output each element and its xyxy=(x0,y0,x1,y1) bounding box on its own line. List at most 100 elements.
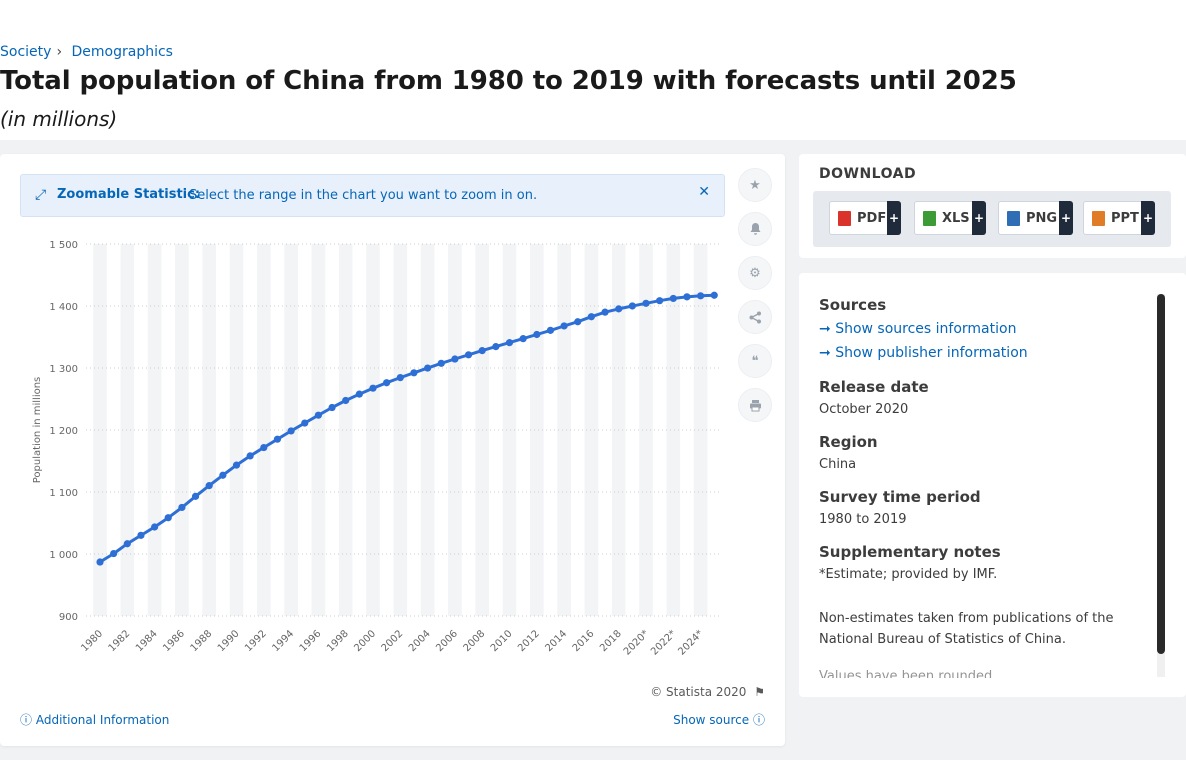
data-point[interactable] xyxy=(342,396,350,405)
data-point[interactable] xyxy=(164,514,172,522)
series-line xyxy=(99,293,715,564)
data-point[interactable] xyxy=(178,503,186,512)
y-tick-label: 1 000 xyxy=(49,550,78,561)
data-point[interactable] xyxy=(628,302,636,310)
x-tick-label: 1986 xyxy=(161,628,187,654)
show-publisher-link[interactable]: ➞ Show publisher information xyxy=(819,345,1028,361)
data-point[interactable] xyxy=(424,364,432,372)
year-band xyxy=(256,244,271,616)
data-point[interactable] xyxy=(246,452,254,460)
data-point[interactable] xyxy=(287,427,295,435)
close-icon[interactable]: ✕ xyxy=(698,184,710,200)
data-point[interactable] xyxy=(410,369,418,377)
y-tick-label: 1 200 xyxy=(49,426,78,437)
breadcrumb-item-demographics[interactable]: Demographics xyxy=(71,44,173,60)
data-point[interactable] xyxy=(232,461,241,469)
flag-icon[interactable]: ⚑ xyxy=(754,685,765,699)
data-point[interactable] xyxy=(437,359,445,367)
plus-icon: + xyxy=(1059,201,1073,235)
data-point[interactable] xyxy=(478,347,486,355)
chart-card: ⤢ Zoomable Statistic: Select the range i… xyxy=(0,154,785,746)
data-point[interactable] xyxy=(219,471,227,479)
y-tick-label: 1 100 xyxy=(49,488,78,499)
data-point[interactable] xyxy=(328,403,336,412)
year-band xyxy=(366,244,380,616)
data-point[interactable] xyxy=(383,379,391,387)
info-icon: ⓘ xyxy=(20,713,33,727)
data-point[interactable] xyxy=(642,299,650,307)
y-tick-label: 1 400 xyxy=(49,302,78,313)
scrollbar-thumb[interactable] xyxy=(1157,294,1165,654)
data-point[interactable] xyxy=(151,523,159,531)
star-icon[interactable]: ★ xyxy=(738,168,772,202)
release-date-heading: Release date xyxy=(819,378,929,396)
data-point[interactable] xyxy=(710,291,718,299)
x-tick-label: 1994 xyxy=(270,628,296,654)
breadcrumb-item-society[interactable]: Society xyxy=(0,44,52,60)
data-point[interactable] xyxy=(519,335,527,343)
print-icon[interactable] xyxy=(738,388,772,422)
plus-icon: + xyxy=(972,201,986,235)
download-ppt-label: PPT xyxy=(1111,210,1139,226)
data-point[interactable] xyxy=(587,313,596,321)
additional-info-link[interactable]: ⓘ Additional Information xyxy=(20,711,169,728)
supplementary-note-rounding: Values have been rounded. xyxy=(819,669,997,678)
data-point[interactable] xyxy=(355,390,363,398)
download-xls-button[interactable]: XLS + xyxy=(914,201,986,235)
data-point[interactable] xyxy=(533,330,541,339)
data-point[interactable] xyxy=(123,540,131,548)
year-band xyxy=(229,244,244,616)
quote-icon[interactable]: ❝ xyxy=(738,344,772,378)
download-buttons: PDF + XLS + PNG + PPT + xyxy=(813,191,1171,247)
y-tick-label: 1 300 xyxy=(49,364,78,375)
data-point[interactable] xyxy=(615,305,623,313)
data-point[interactable] xyxy=(96,558,104,566)
ppt-icon xyxy=(1092,210,1105,226)
release-date-value: October 2020 xyxy=(819,402,909,417)
data-point[interactable] xyxy=(464,351,473,359)
data-point[interactable] xyxy=(560,322,568,330)
data-point[interactable] xyxy=(451,355,459,363)
y-tick-label: 1 500 xyxy=(49,240,78,251)
breadcrumb: Society › Demographics xyxy=(0,44,173,60)
data-point[interactable] xyxy=(492,343,500,351)
download-pdf-button[interactable]: PDF + xyxy=(829,201,901,235)
year-band xyxy=(175,244,189,616)
pdf-icon xyxy=(838,210,851,226)
show-source-label: Show source xyxy=(673,713,750,727)
download-ppt-button[interactable]: PPT + xyxy=(1083,201,1155,235)
y-tick-label: 900 xyxy=(59,612,78,623)
data-point[interactable] xyxy=(191,492,200,500)
data-point[interactable] xyxy=(396,373,404,382)
data-point[interactable] xyxy=(301,419,309,427)
data-point[interactable] xyxy=(369,384,377,392)
data-point[interactable] xyxy=(656,297,664,305)
show-source-link[interactable]: Show source ⓘ xyxy=(673,711,765,728)
data-point[interactable] xyxy=(601,308,609,316)
survey-period-heading: Survey time period xyxy=(819,488,981,506)
region-heading: Region xyxy=(819,433,878,451)
share-icon[interactable] xyxy=(738,300,772,334)
data-point[interactable] xyxy=(273,435,282,443)
bell-icon[interactable] xyxy=(738,212,772,246)
show-sources-link[interactable]: ➞ Show sources information xyxy=(819,321,1016,337)
download-png-button[interactable]: PNG + xyxy=(998,201,1073,235)
x-tick-label: 1992 xyxy=(243,628,269,654)
data-point[interactable] xyxy=(683,293,691,301)
data-point[interactable] xyxy=(137,531,145,539)
data-point[interactable] xyxy=(697,292,705,300)
x-tick-label: 1998 xyxy=(325,628,351,654)
x-tick-label: 1990 xyxy=(216,628,242,654)
data-point[interactable] xyxy=(260,443,268,452)
data-point[interactable] xyxy=(669,294,677,303)
data-point[interactable] xyxy=(574,318,582,326)
data-point[interactable] xyxy=(546,326,555,334)
data-point[interactable] xyxy=(505,339,514,347)
gear-icon[interactable]: ⚙ xyxy=(738,256,772,290)
data-point[interactable] xyxy=(110,549,118,558)
data-point[interactable] xyxy=(314,411,322,419)
data-point[interactable] xyxy=(205,482,213,490)
info-scroll-area[interactable]: Sources ➞ Show sources information ➞ Sho… xyxy=(799,273,1159,678)
population-line-chart[interactable]: 900 1 000 1 100 1 200 1 300 1 400 1 500 Populat… xyxy=(0,154,785,694)
x-tick-label: 1996 xyxy=(298,628,324,654)
